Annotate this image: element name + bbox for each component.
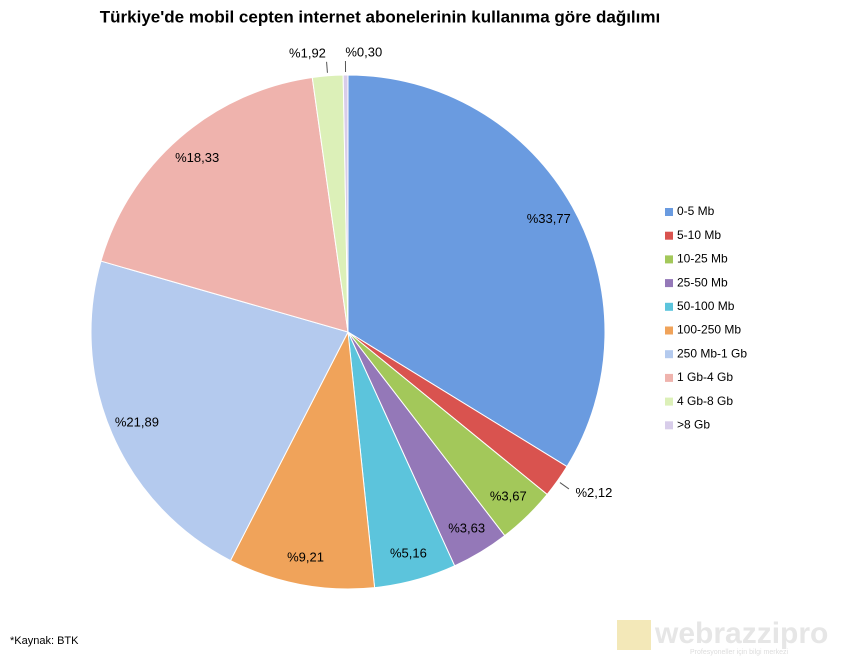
legend-label: 50-100 Mb bbox=[677, 299, 735, 313]
legend-swatch bbox=[665, 374, 673, 382]
legend-swatch bbox=[665, 327, 673, 335]
source: *Kaynak: BTK bbox=[10, 635, 79, 647]
data-label: %21,89 bbox=[115, 415, 159, 430]
data-label: %33,77 bbox=[527, 211, 571, 226]
legend-swatch bbox=[665, 303, 673, 311]
data-label: %18,33 bbox=[175, 150, 219, 165]
data-label: %5,16 bbox=[390, 545, 427, 560]
legend-swatch bbox=[665, 350, 673, 358]
data-label: %1,92 bbox=[289, 45, 326, 60]
legend-label: 25-50 Mb bbox=[677, 275, 728, 289]
data-label: %0,30 bbox=[345, 44, 382, 59]
legend-swatch bbox=[665, 421, 673, 429]
legend-swatch bbox=[665, 255, 673, 263]
leader-line bbox=[327, 62, 328, 73]
legend-label: 5-10 Mb bbox=[677, 228, 721, 242]
legend-label: 0-5 Mb bbox=[677, 204, 715, 218]
legend-swatch bbox=[665, 232, 673, 240]
legend-label: 250 Mb-1 Gb bbox=[677, 346, 747, 360]
watermark-brand: webrazzipro bbox=[654, 617, 828, 650]
data-label: %9,21 bbox=[287, 549, 324, 564]
data-label: %3,67 bbox=[490, 488, 527, 503]
legend-swatch bbox=[665, 208, 673, 216]
leader-line bbox=[560, 483, 569, 489]
legend-label: 100-250 Mb bbox=[677, 323, 741, 337]
legend-label: 4 Gb-8 Gb bbox=[677, 394, 733, 408]
legend-label: >8 Gb bbox=[677, 417, 710, 431]
legend-swatch bbox=[665, 279, 673, 287]
chart-title: Türkiye'de mobil cepten internet abonele… bbox=[100, 7, 660, 26]
data-label: %3,63 bbox=[448, 520, 485, 535]
watermark-logo bbox=[617, 620, 651, 650]
watermark-tagline: Profesyoneller için bilgi merkezi bbox=[690, 649, 788, 656]
legend-label: 1 Gb-4 Gb bbox=[677, 370, 733, 384]
legend-swatch bbox=[665, 398, 673, 406]
legend-label: 10-25 Mb bbox=[677, 252, 728, 266]
data-label: %2,12 bbox=[575, 485, 612, 500]
